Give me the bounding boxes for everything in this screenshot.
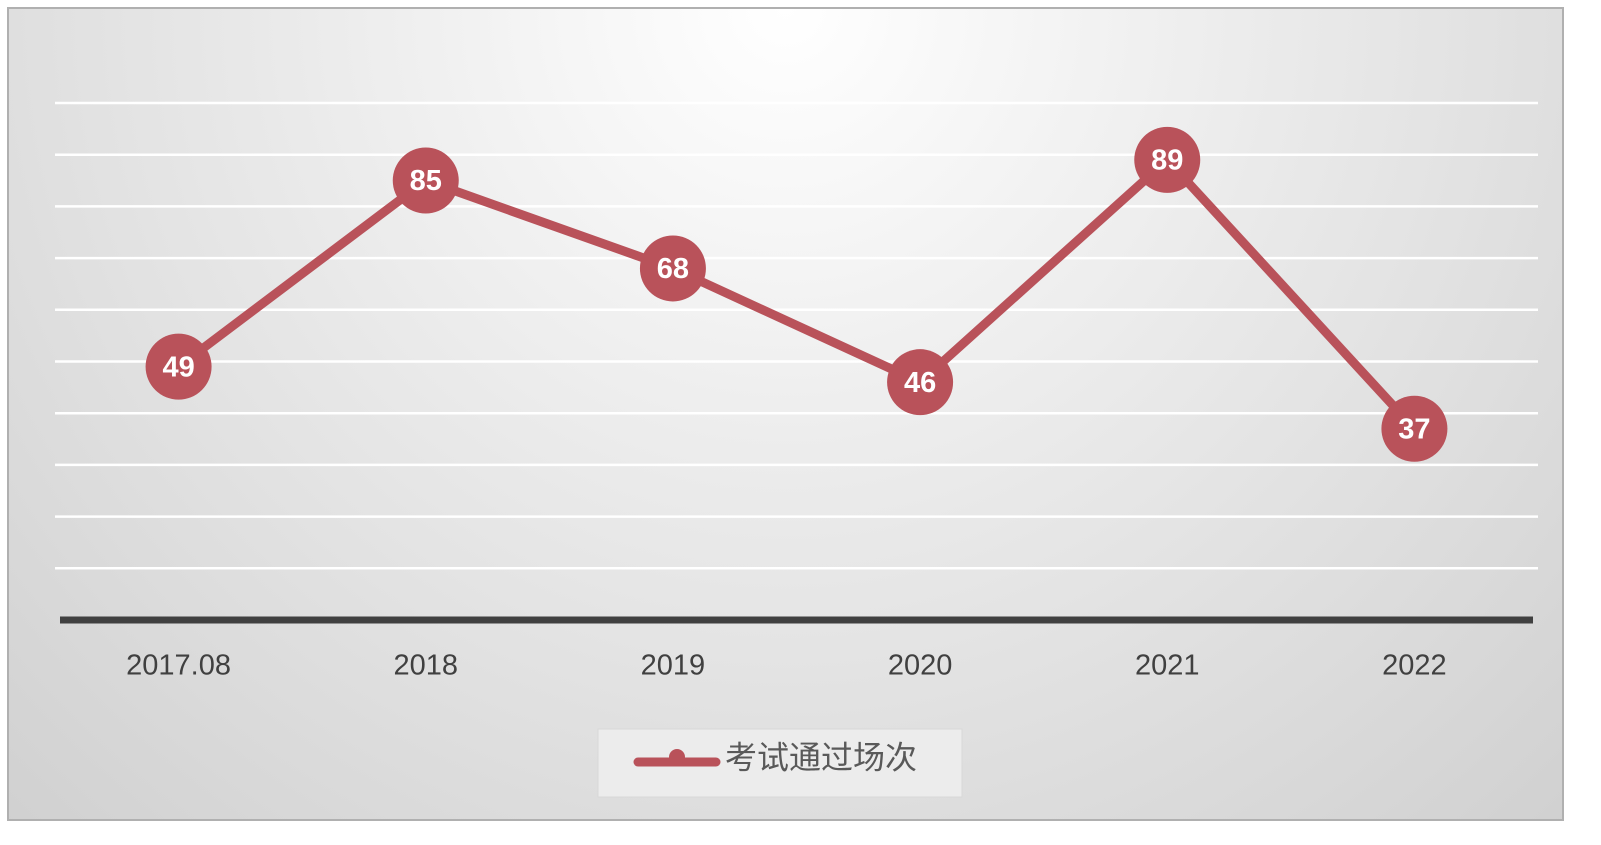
data-label: 49: [162, 351, 194, 383]
x-tick-label: 2017.08: [126, 650, 231, 682]
grid: [55, 101, 1538, 624]
x-tick-label: 2018: [393, 650, 458, 682]
data-point: [145, 333, 212, 400]
data-label: 89: [1151, 145, 1183, 177]
plot: 2017.08 2018 2019 2020 2021 2022 49 85 68 46 89 37: [126, 126, 1448, 682]
legend: 考试通过场次: [597, 728, 963, 798]
data-label: 68: [657, 253, 689, 285]
legend-marker: [669, 749, 685, 765]
data-label: 46: [904, 367, 936, 399]
x-tick-label: 2020: [888, 650, 953, 682]
series-line: [175, 155, 1418, 432]
data-point: [887, 349, 954, 416]
data-point: [392, 147, 459, 214]
x-tick-label: 2021: [1135, 650, 1200, 682]
x-tick-label: 2022: [1382, 650, 1447, 682]
x-tick-label: 2019: [641, 650, 706, 682]
data-point: [639, 235, 706, 302]
data-point: [1134, 126, 1201, 193]
data-point: [1381, 395, 1448, 462]
legend-label: 考试通过场次: [725, 739, 917, 775]
data-label: 85: [410, 165, 442, 197]
data-label: 37: [1398, 413, 1430, 445]
